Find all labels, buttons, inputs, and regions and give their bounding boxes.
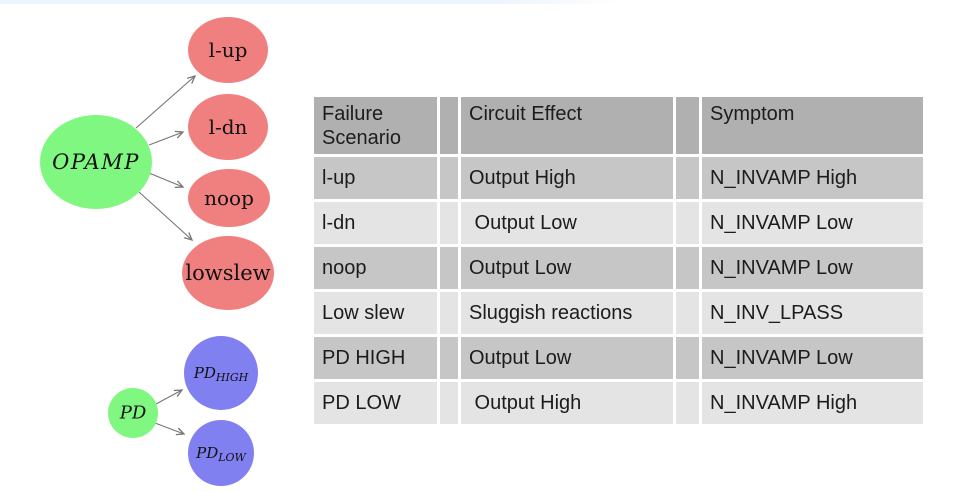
node-pd-high-label: PDHIGH [193, 364, 249, 384]
cell-symptom: N_INVAMP Low [702, 202, 923, 244]
cell-spacer [440, 337, 458, 379]
opamp-tree-edges [135, 76, 195, 240]
cell-spacer [676, 157, 699, 199]
table-row: PD HIGH Output Low N_INVAMP Low [314, 337, 923, 379]
cell-scenario: noop [314, 247, 437, 289]
col-header-circuit-effect: Circuit Effect [461, 97, 673, 154]
node-pd-low [188, 420, 254, 486]
cell-symptom: N_INVAMP Low [702, 247, 923, 289]
cell-scenario: l-dn [314, 202, 437, 244]
edge-pd-pdlow [154, 422, 184, 434]
node-noop [188, 169, 270, 227]
cell-effect: Output Low [461, 247, 673, 289]
opamp-tree-nodes: OPAMP l-up l-dn noop lowslew [40, 17, 274, 310]
cell-spacer [676, 292, 699, 334]
failure-scenario-table: Failure Scenario Circuit Effect Symptom … [311, 94, 926, 427]
node-l-dn-label: l-dn [209, 115, 248, 139]
cell-spacer [440, 202, 458, 244]
pd-tree-edges [154, 390, 184, 434]
cell-spacer [676, 382, 699, 424]
cell-scenario: PD LOW [314, 382, 437, 424]
node-lowslew [182, 236, 274, 310]
cell-spacer [440, 292, 458, 334]
cell-scenario: PD HIGH [314, 337, 437, 379]
pd-tree-nodes: PD PDHIGH PDLOW [108, 336, 258, 486]
cell-symptom: N_INVAMP High [702, 157, 923, 199]
cell-spacer [676, 247, 699, 289]
cell-effect: Sluggish reactions [461, 292, 673, 334]
cell-effect: Output Low [461, 337, 673, 379]
table-header-row: Failure Scenario Circuit Effect Symptom [314, 97, 923, 154]
cell-scenario: Low slew [314, 292, 437, 334]
cell-effect: Output High [461, 382, 673, 424]
node-pd [108, 388, 158, 438]
node-opamp [40, 115, 152, 209]
cell-spacer [440, 247, 458, 289]
cell-symptom: N_INVAMP Low [702, 337, 923, 379]
fault-tree-diagram: OPAMP l-up l-dn noop lowslew PD PDHIGH P… [40, 17, 274, 486]
edge-opamp-lup [135, 76, 195, 129]
table-row: l-dn Output Low N_INVAMP Low [314, 202, 923, 244]
table-row: noop Output Low N_INVAMP Low [314, 247, 923, 289]
cell-spacer [440, 382, 458, 424]
cell-spacer [676, 202, 699, 244]
table-row: Low slew Sluggish reactions N_INV_LPASS [314, 292, 923, 334]
node-lowslew-label: lowslew [185, 261, 270, 285]
node-pd-low-label: PDLOW [195, 444, 247, 464]
cell-spacer [440, 157, 458, 199]
cell-effect: Output Low [461, 202, 673, 244]
col-header-failure-scenario: Failure Scenario [314, 97, 437, 154]
edge-opamp-noop [148, 172, 183, 187]
node-l-up [188, 17, 268, 83]
edge-pd-pdhigh [155, 390, 182, 405]
node-l-dn [188, 94, 268, 160]
cell-scenario: l-up [314, 157, 437, 199]
node-noop-label: noop [204, 186, 254, 210]
col-header-symptom: Symptom [702, 97, 923, 154]
cell-effect: Output High [461, 157, 673, 199]
node-opamp-label: OPAMP [52, 150, 140, 174]
node-l-up-label: l-up [209, 38, 248, 62]
cell-symptom: N_INVAMP High [702, 382, 923, 424]
header-spacer-1 [440, 97, 458, 154]
top-accent-strip [0, 0, 620, 4]
cell-symptom: N_INV_LPASS [702, 292, 923, 334]
table-row: l-up Output High N_INVAMP High [314, 157, 923, 199]
node-pd-high [184, 336, 258, 410]
header-spacer-2 [676, 97, 699, 154]
edge-opamp-ldn [148, 132, 183, 146]
cell-spacer [676, 337, 699, 379]
node-pd-label: PD [119, 403, 147, 424]
edge-opamp-lowslew [138, 191, 192, 240]
table-row: PD LOW Output High N_INVAMP High [314, 382, 923, 424]
